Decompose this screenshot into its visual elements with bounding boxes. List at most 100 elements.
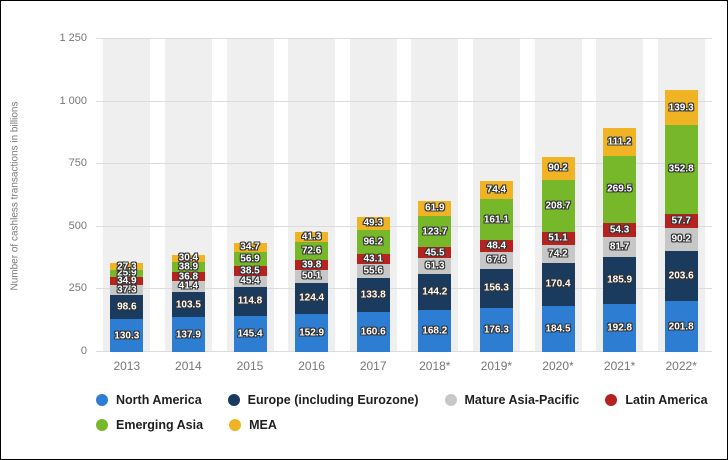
bar-value-label: 176.3 bbox=[483, 324, 509, 336]
bar-segment-north-america[interactable]: 201.8 bbox=[664, 301, 698, 352]
bar-segment-emerging-asia[interactable]: 161.1 bbox=[479, 199, 513, 240]
bar-segment-latin-america[interactable]: 43.1 bbox=[356, 253, 390, 264]
bar-segment-emerging-asia[interactable]: 25.9 bbox=[110, 268, 144, 279]
bar-segment-mature-asia-pacific[interactable]: 90.2 bbox=[664, 227, 698, 251]
bar-value-label: 352.8 bbox=[668, 163, 694, 175]
bar-segment-mea[interactable]: 49.3 bbox=[356, 217, 390, 230]
legend-item-emerging-asia[interactable]: Emerging Asia bbox=[96, 418, 203, 432]
legend-item-north-america[interactable]: North America bbox=[96, 393, 202, 407]
bar-segment-emerging-asia[interactable]: 96.2 bbox=[356, 229, 390, 254]
legend-item-mature-asia-pacific[interactable]: Mature Asia-Pacific bbox=[444, 393, 580, 407]
bar-value-label: 36.8 bbox=[178, 271, 199, 283]
bar-segment-europe-including-eurozone[interactable]: 203.6 bbox=[664, 250, 698, 302]
bar-segment-europe-including-eurozone[interactable]: 170.4 bbox=[541, 263, 575, 306]
bar-segment-latin-america[interactable]: 34.9 bbox=[110, 275, 144, 286]
bar-segment-emerging-asia[interactable]: 56.9 bbox=[233, 251, 267, 266]
bar-segment-europe-including-eurozone[interactable]: 98.6 bbox=[110, 294, 144, 320]
legend-marker-icon bbox=[444, 394, 457, 406]
bar-value-label: 56.9 bbox=[240, 253, 260, 265]
bar-segment-mea[interactable]: 61.9 bbox=[418, 200, 452, 217]
bar-segment-mea[interactable]: 90.2 bbox=[541, 156, 575, 180]
bar-value-label: 133.8 bbox=[360, 289, 386, 301]
bar-segment-mature-asia-pacific[interactable]: 74.2 bbox=[541, 244, 575, 264]
bar-segment-mature-asia-pacific[interactable]: 55.6 bbox=[356, 264, 390, 279]
bar-value-label: 41.3 bbox=[301, 231, 322, 243]
bar-segment-europe-including-eurozone[interactable]: 144.2 bbox=[418, 273, 452, 310]
legend-item-europe-including-eurozone[interactable]: Europe (including Eurozone) bbox=[227, 393, 419, 407]
bar-value-label: 30.4 bbox=[178, 252, 199, 264]
bar-value-label: 96.2 bbox=[363, 236, 383, 248]
bar-segment-north-america[interactable]: 137.9 bbox=[171, 317, 205, 352]
bar-value-label: 144.2 bbox=[422, 286, 448, 298]
bar-segment-mature-asia-pacific[interactable]: 37.3 bbox=[110, 285, 144, 296]
bar-segment-emerging-asia[interactable]: 208.7 bbox=[541, 179, 575, 232]
gridline bbox=[96, 351, 712, 352]
bar-segment-mea[interactable]: 27.3 bbox=[110, 261, 144, 273]
bar-segment-latin-america[interactable]: 57.7 bbox=[664, 213, 698, 228]
x-axis-label: 2013 bbox=[113, 359, 141, 373]
bar-segment-latin-america[interactable]: 36.8 bbox=[171, 271, 205, 283]
bar-value-label: 137.9 bbox=[175, 329, 201, 341]
bar-segment-mature-asia-pacific[interactable]: 81.7 bbox=[603, 236, 637, 258]
bar-segment-mea[interactable]: 139.3 bbox=[664, 90, 698, 126]
legend-label: Europe (including Eurozone) bbox=[247, 393, 419, 407]
bar-value-label: 145.4 bbox=[237, 328, 263, 340]
stacked-bar: 137.9 103.5 41.4 36.8 38.9 30.4 bbox=[171, 252, 205, 352]
legend-label: North America bbox=[116, 393, 202, 407]
bar-segment-emerging-asia[interactable]: 38.9 bbox=[171, 262, 205, 273]
bar-segment-europe-including-eurozone[interactable]: 114.8 bbox=[233, 286, 267, 316]
bar-value-label: 49.3 bbox=[363, 217, 383, 229]
bar-segment-latin-america[interactable]: 54.3 bbox=[603, 223, 637, 237]
bar-segment-north-america[interactable]: 168.2 bbox=[418, 309, 452, 352]
bar-segment-europe-including-eurozone[interactable]: 185.9 bbox=[603, 257, 637, 304]
bar-segment-mature-asia-pacific[interactable]: 67.6 bbox=[479, 251, 513, 269]
legend-item-mea[interactable]: MEA bbox=[229, 418, 277, 432]
bar-segment-mea[interactable]: 74.4 bbox=[479, 180, 513, 200]
bar-segment-latin-america[interactable]: 38.5 bbox=[233, 265, 267, 276]
stacked-bar: 130.3 98.6 37.3 34.9 25.9 27.3 bbox=[110, 261, 144, 352]
bar-value-label: 98.6 bbox=[117, 301, 137, 313]
bar-segment-emerging-asia[interactable]: 123.7 bbox=[418, 216, 452, 248]
bar-value-label: 111.2 bbox=[607, 136, 632, 148]
bar-segment-europe-including-eurozone[interactable]: 103.5 bbox=[171, 291, 205, 318]
x-axis-label: 2016 bbox=[298, 359, 325, 373]
x-axis-label: 2014 bbox=[175, 359, 202, 373]
legend-marker-icon bbox=[227, 394, 240, 406]
bar-segment-north-america[interactable]: 145.4 bbox=[233, 315, 267, 352]
bar-segment-emerging-asia[interactable]: 269.5 bbox=[603, 155, 637, 224]
bar-segment-mea[interactable]: 41.3 bbox=[295, 231, 329, 243]
bar-segment-latin-america[interactable]: 48.4 bbox=[479, 239, 513, 252]
bar-segment-mea[interactable]: 34.7 bbox=[233, 242, 267, 253]
y-axis-tick-label: 250 bbox=[68, 282, 87, 295]
bar-value-label: 192.8 bbox=[607, 322, 633, 334]
bar-segment-latin-america[interactable]: 39.8 bbox=[295, 260, 329, 271]
bar-segment-europe-including-eurozone[interactable]: 133.8 bbox=[356, 278, 390, 312]
bar-segment-latin-america[interactable]: 45.5 bbox=[418, 247, 452, 259]
bar-segment-mea[interactable]: 111.2 bbox=[603, 127, 637, 156]
bar-segment-north-america[interactable]: 176.3 bbox=[479, 307, 513, 352]
bar-value-label: 61.3 bbox=[425, 260, 445, 272]
bar-segment-emerging-asia[interactable]: 72.6 bbox=[295, 241, 329, 261]
bar-segment-north-america[interactable]: 160.6 bbox=[356, 311, 390, 352]
bar-segment-north-america[interactable]: 184.5 bbox=[541, 305, 575, 352]
bar-segment-emerging-asia[interactable]: 352.8 bbox=[664, 125, 698, 214]
bar-segment-mature-asia-pacific[interactable]: 50.1 bbox=[295, 270, 329, 283]
bar-value-label: 90.2 bbox=[548, 162, 568, 174]
bar-segment-mature-asia-pacific[interactable]: 41.4 bbox=[171, 280, 205, 292]
bar-value-label: 27.3 bbox=[117, 261, 137, 273]
bar-segment-mature-asia-pacific[interactable]: 61.3 bbox=[418, 258, 452, 274]
bar-segment-north-america[interactable]: 152.9 bbox=[295, 313, 329, 352]
bar-segment-mature-asia-pacific[interactable]: 45.4 bbox=[233, 275, 267, 287]
bar-segment-europe-including-eurozone[interactable]: 156.3 bbox=[479, 268, 513, 308]
bar-value-label: 41.4 bbox=[178, 280, 199, 292]
bar-segment-mea[interactable]: 30.4 bbox=[171, 252, 205, 264]
bar-segment-north-america[interactable]: 192.8 bbox=[603, 303, 637, 352]
bar-segment-north-america[interactable]: 130.3 bbox=[110, 319, 144, 352]
bar-segment-europe-including-eurozone[interactable]: 124.4 bbox=[295, 282, 329, 314]
bar-value-label: 74.4 bbox=[486, 184, 507, 196]
legend-label: Mature Asia-Pacific bbox=[464, 393, 580, 407]
stacked-bar: 184.5 170.4 74.2 51.1 208.7 90.2 bbox=[541, 156, 575, 352]
legend-item-latin-america[interactable]: Latin America bbox=[605, 393, 708, 407]
bar-segment-latin-america[interactable]: 51.1 bbox=[541, 231, 575, 245]
bar-value-label: 57.7 bbox=[671, 215, 691, 227]
